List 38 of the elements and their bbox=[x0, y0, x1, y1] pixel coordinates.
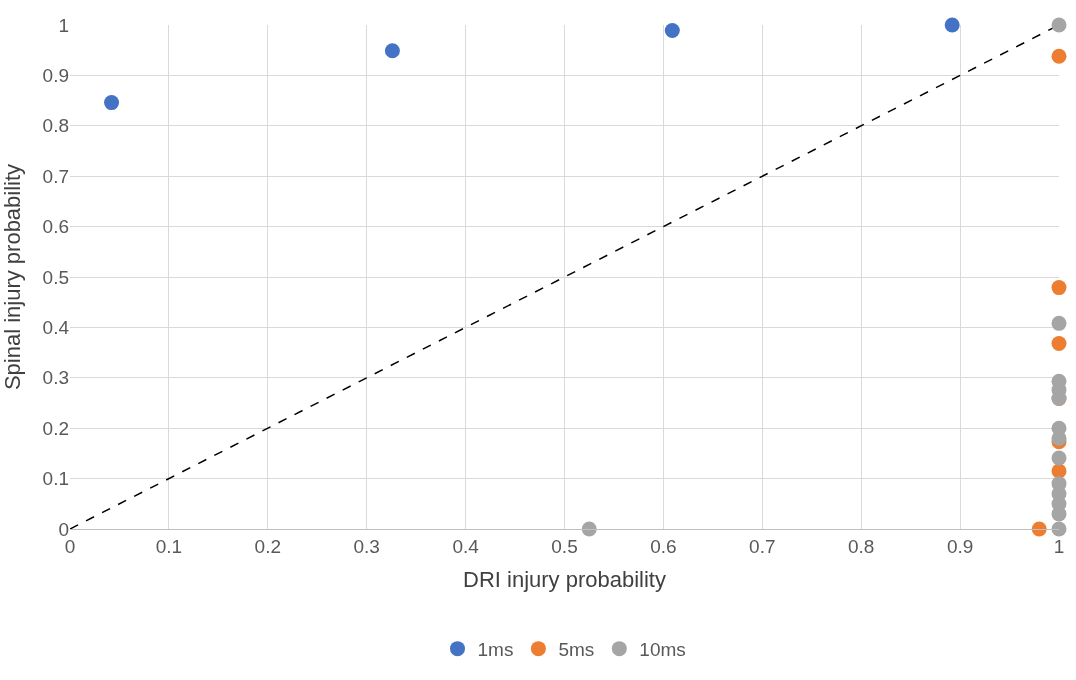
legend-label: 10ms bbox=[639, 639, 686, 661]
legend-label: 1ms bbox=[477, 639, 514, 661]
y-tick-label: 0.8 bbox=[42, 115, 69, 137]
y-axis-title: Spinal injury probability bbox=[0, 163, 26, 391]
point bbox=[1051, 315, 1067, 331]
x-tick-label: 0.7 bbox=[749, 535, 776, 557]
point bbox=[944, 17, 960, 33]
y-tick-label: 0.7 bbox=[42, 165, 69, 187]
point bbox=[664, 23, 680, 39]
point bbox=[1051, 17, 1067, 33]
point bbox=[384, 43, 400, 59]
y-tick-label: 0.6 bbox=[42, 216, 69, 238]
x-tick-label: 0.6 bbox=[650, 535, 677, 557]
point bbox=[1051, 506, 1067, 522]
point bbox=[104, 95, 120, 111]
y-tick-label: 0.2 bbox=[42, 417, 69, 439]
x-tick-label: 0.5 bbox=[551, 535, 578, 557]
point bbox=[1051, 450, 1067, 466]
point bbox=[1051, 336, 1067, 352]
x-tick-label: 0.3 bbox=[353, 535, 380, 557]
point bbox=[1051, 48, 1067, 64]
point bbox=[1051, 521, 1067, 537]
point bbox=[1051, 280, 1067, 296]
y-tick-label: 0 bbox=[58, 518, 69, 540]
x-axis-title: DRI injury probability bbox=[463, 566, 666, 592]
y-tick-label: 0.9 bbox=[42, 65, 69, 87]
x-tick-label: 0.8 bbox=[847, 535, 875, 557]
legend-label: 5ms bbox=[558, 639, 595, 661]
y-tick-label: 0.4 bbox=[42, 317, 70, 339]
y-tick-label: 0.1 bbox=[42, 468, 69, 490]
x-tick-label: 0.9 bbox=[946, 535, 974, 557]
y-tick-label: 0.3 bbox=[42, 367, 69, 389]
x-tick-label: 0.4 bbox=[452, 535, 480, 557]
y-tick-label: 1 bbox=[58, 14, 69, 36]
x-tick-label: 0.2 bbox=[254, 535, 282, 557]
y-tick-label: 0.5 bbox=[42, 266, 69, 288]
x-tick-label: 1 bbox=[1053, 535, 1065, 557]
x-tick-label: 0.1 bbox=[155, 535, 183, 557]
